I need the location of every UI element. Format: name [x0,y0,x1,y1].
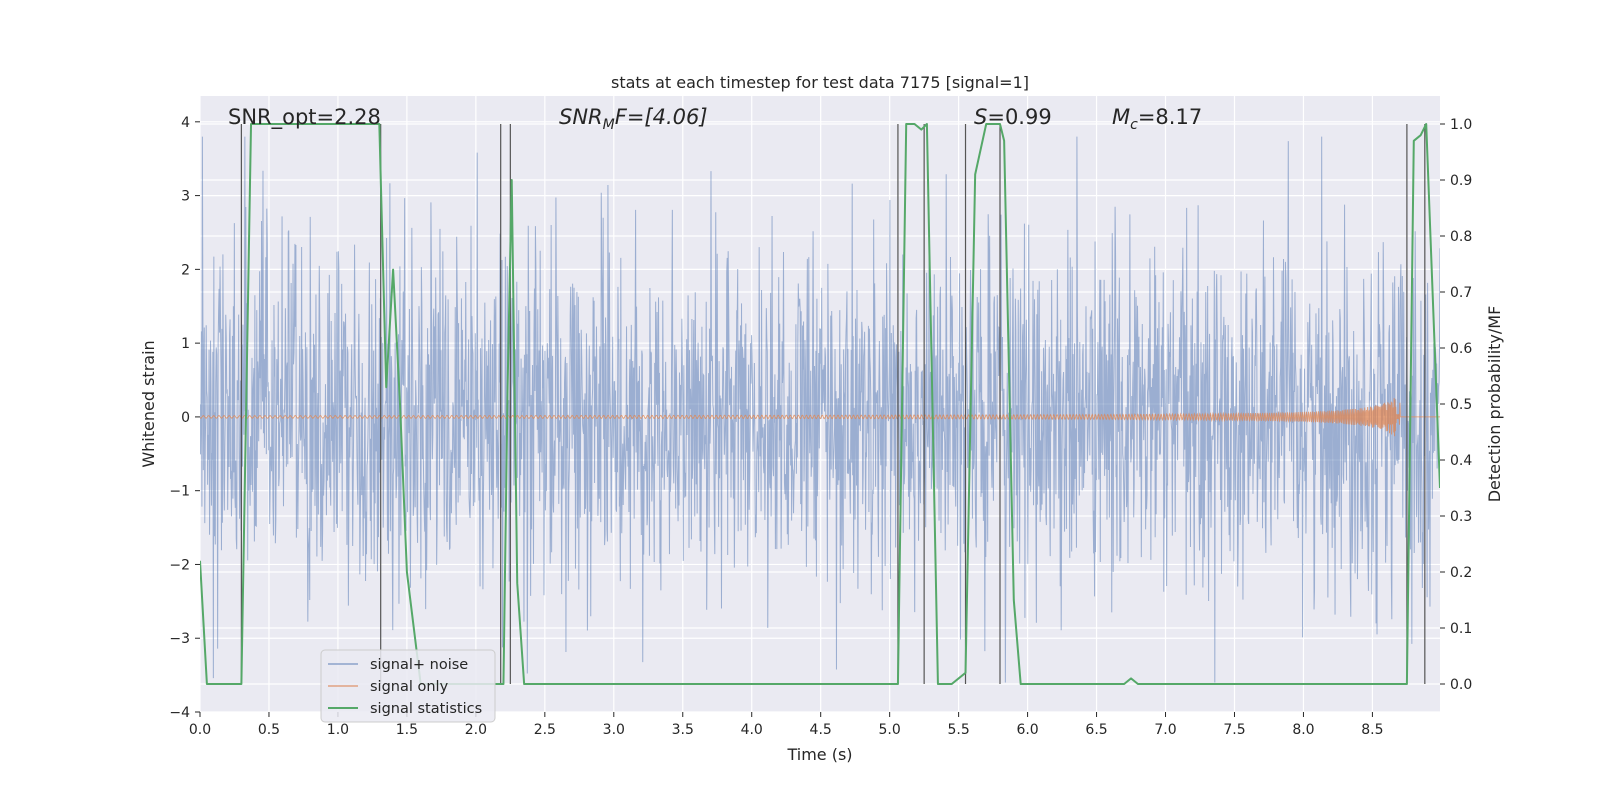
y-right-tick-label: 0.9 [1450,173,1472,189]
annotation-snr-mf: SNRMF=[4.06] [559,105,708,133]
series-signal-plus-noise [200,136,1440,683]
x-tick-label: 3.0 [603,722,625,738]
y-left-axis-ticks: −4 −3 −2 −1 0 1 2 3 4 [169,115,200,721]
y-right-tick-label: 0.5 [1450,397,1472,413]
annotation-snr-opt: SNR_opt=2.28 [228,105,381,130]
x-tick-label: 0.5 [258,722,280,738]
y-left-tick-label: −1 [169,484,190,500]
x-tick-label: 6.5 [1085,722,1107,738]
x-tick-label: 8.0 [1292,722,1314,738]
x-tick-label: 4.0 [741,722,763,738]
annotation-mc: Mc=8.17 [1112,105,1202,133]
x-tick-label: 5.0 [879,722,901,738]
x-tick-label: 1.5 [396,722,418,738]
y-right-tick-label: 0.1 [1450,621,1472,637]
legend-label-signal-only: signal only [370,679,449,695]
y-left-tick-label: 3 [181,189,190,205]
x-tick-label: 2.0 [465,722,487,738]
x-axis-ticks: 0.0 0.5 1.0 1.5 2.0 2.5 3.0 3.5 4.0 4.5 5.0 5.5 6.0 6… [189,712,1384,738]
y-right-tick-label: 0.8 [1450,229,1472,245]
y-right-axis-label: Detection probability/MF [1485,306,1504,503]
y-right-tick-label: 0.2 [1450,565,1472,581]
legend-box [320,649,496,723]
y-left-tick-label: 4 [181,115,190,131]
y-left-tick-label: 1 [181,336,190,352]
y-right-tick-label: 0.3 [1450,509,1472,525]
y-left-tick-label: −3 [169,631,190,647]
y-right-tick-label: 1.0 [1450,117,1472,133]
x-axis-label: Time (s) [786,745,852,764]
x-tick-label: 1.0 [327,722,349,738]
y-left-tick-label: 2 [181,262,190,278]
x-tick-label: 3.5 [672,722,694,738]
annotation-s: S=0.99 [974,105,1052,129]
y-right-tick-label: 0.4 [1450,453,1472,469]
x-tick-label: 6.0 [1016,722,1038,738]
y-right-tick-label: 0.0 [1450,677,1472,693]
x-tick-label: 2.5 [534,722,556,738]
y-right-tick-label: 0.6 [1450,341,1472,357]
y-left-tick-label: −4 [169,705,190,721]
y-right-axis-ticks: 0.0 0.1 0.2 0.3 0.4 0.5 0.6 0.7 0.8 0.9 1.0 [1440,117,1472,693]
x-tick-label: 7.0 [1154,722,1176,738]
x-tick-label: 4.5 [810,722,832,738]
series-signal-only [200,398,1440,437]
y-left-tick-label: 0 [181,410,190,426]
y-left-tick-label: −2 [169,557,190,573]
x-tick-label: 5.5 [947,722,969,738]
legend: signal+ noise signal only signal statist… [320,649,496,723]
legend-label-signal-plus-noise: signal+ noise [370,657,468,673]
chart-title: stats at each timestep for test data 717… [611,73,1029,92]
legend-label-signal-statistics: signal statistics [370,701,482,717]
vertical-marker-lines [240,124,1426,684]
y-right-tick-label: 0.7 [1450,285,1472,301]
series-signal-statistics [200,123,1440,685]
x-tick-label: 8.5 [1361,722,1383,738]
data-layer [200,123,1440,685]
y-left-axis-label: Whitened strain [139,340,158,467]
x-tick-label: 7.5 [1223,722,1245,738]
x-tick-label: 0.0 [189,722,211,738]
